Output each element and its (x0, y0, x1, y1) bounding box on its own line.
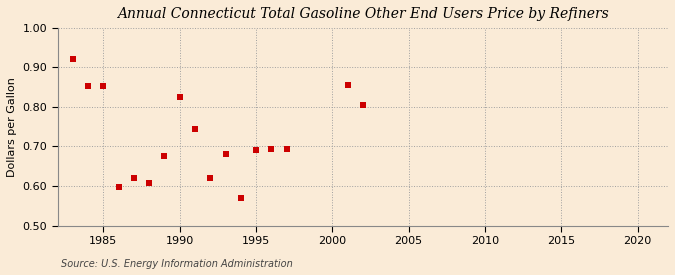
Point (83, 84, 94, 88)
Point (250, 148, 261, 153)
Point (236, 196, 246, 200)
Point (342, 83, 353, 87)
Point (68, 57, 78, 61)
Title: Annual Connecticut Total Gasoline Other End Users Price by Refiners: Annual Connecticut Total Gasoline Other … (117, 7, 609, 21)
Point (220, 151, 231, 156)
Point (281, 147, 292, 152)
Point (266, 147, 277, 151)
Y-axis label: Dollars per Gallon: Dollars per Gallon (7, 77, 17, 177)
Point (190, 127, 200, 132)
Point (113, 185, 124, 189)
Point (174, 95, 185, 99)
Point (144, 181, 155, 185)
Point (358, 103, 369, 107)
Point (128, 175, 139, 180)
Point (98, 84, 109, 88)
Point (159, 154, 170, 158)
Point (205, 176, 216, 180)
Text: Source: U.S. Energy Information Administration: Source: U.S. Energy Information Administ… (61, 259, 292, 269)
